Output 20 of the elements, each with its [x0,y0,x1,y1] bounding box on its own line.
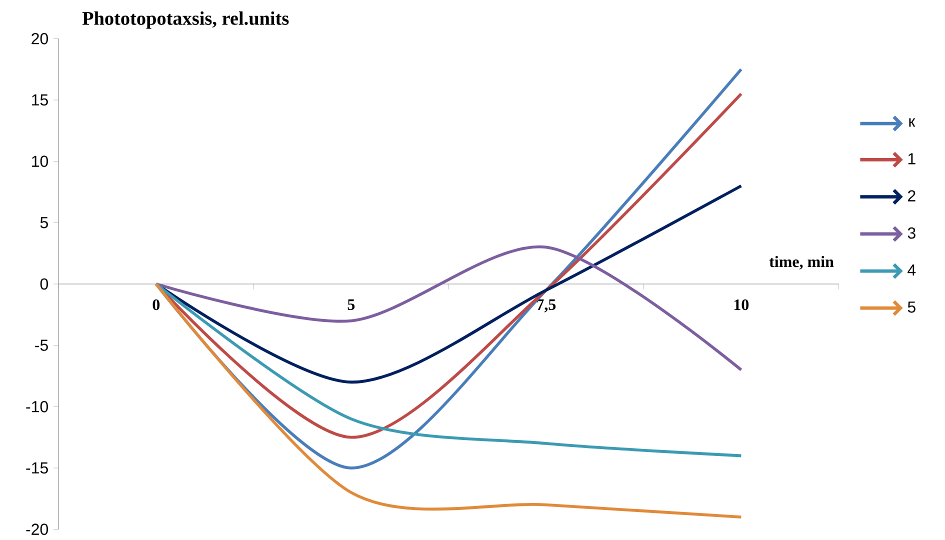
legend-label: 4 [908,264,916,276]
x-axis-title: time, min [769,256,834,270]
legend-label: 3 [908,227,916,239]
x-tick-label: 5 [348,299,355,310]
x-tick-label: 7,5 [537,299,556,312]
x-tick-label: 10 [734,299,749,310]
legend-label: 1 [908,153,916,164]
y-tick-label: -15 [26,462,48,474]
y-tick-label: 15 [32,94,48,106]
legend-label: к [909,118,916,127]
x-tick-label: 0 [152,299,160,310]
y-tick-label: -5 [35,340,48,351]
y-tick-label: 20 [32,33,48,44]
y-tick-label: 0 [40,278,48,290]
y-tick-label: -10 [26,401,48,412]
y-tick-label: 5 [40,217,48,228]
chart-title: Phototopotaxsis, rel.units [82,11,289,29]
y-tick-label: 10 [32,156,48,167]
y-tick-label: -20 [26,524,48,535]
legend-label: 2 [908,190,916,202]
